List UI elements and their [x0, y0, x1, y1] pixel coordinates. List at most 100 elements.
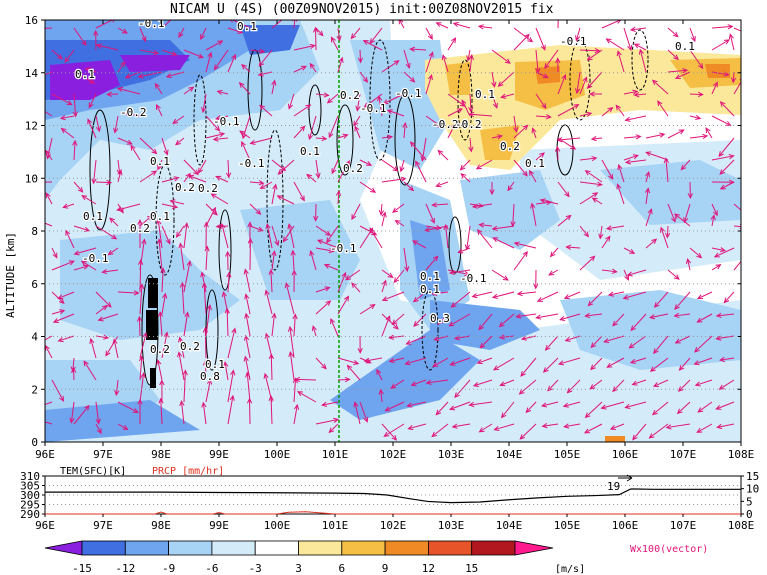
- wind-vector: [415, 161, 427, 183]
- wind-vector-head: [197, 53, 204, 59]
- wind-vector: [293, 20, 296, 29]
- wind-vector: [557, 215, 572, 227]
- wind-vector-head: [491, 81, 497, 88]
- wind-vector: [87, 119, 97, 139]
- wind-vector: [315, 137, 327, 140]
- wind-vector: [513, 159, 528, 177]
- wind-vector-head: [335, 189, 342, 196]
- wind-vector: [308, 115, 317, 140]
- wind-vector-head: [237, 28, 244, 34]
- contour-line: [155, 164, 175, 276]
- wind-vector-head: [355, 105, 361, 112]
- wind-vector-head: [105, 350, 111, 357]
- wind-vector-head: [59, 395, 64, 402]
- wind-vector-head: [612, 386, 618, 393]
- wind-vector-head: [544, 63, 550, 69]
- wind-vector: [331, 37, 339, 51]
- wind-vector-head: [547, 385, 553, 392]
- wind-vector: [720, 101, 735, 117]
- wind-vector-head: [229, 394, 235, 401]
- wind-vector-head: [624, 274, 630, 281]
- wind-vector-head: [272, 183, 278, 190]
- contour-label: -0.1: [460, 272, 487, 285]
- wind-vector-head: [583, 428, 591, 434]
- wind-vector-head: [287, 223, 293, 230]
- wind-vector: [514, 242, 537, 249]
- contour-label: 0.2: [180, 340, 200, 353]
- wind-vector-head: [101, 268, 108, 275]
- wind-vector-head: [328, 427, 335, 434]
- wind-vector: [400, 159, 405, 172]
- wind-vector-head: [398, 20, 404, 25]
- wind-vector: [81, 260, 97, 271]
- wind-vector: [117, 27, 128, 34]
- wind-vector: [579, 49, 600, 52]
- wind-vector: [315, 159, 320, 178]
- colorbar-box: [384, 540, 429, 556]
- wind-vector: [158, 239, 163, 271]
- wind-vector: [646, 151, 669, 161]
- wind-vector: [395, 220, 405, 227]
- wind-vector: [493, 237, 515, 249]
- main-panel: -0.10.1-0.20.1-0.10.2-0.10.1-0.20.1-0.1 0…: [45, 20, 741, 442]
- x-tick-label: 100E: [264, 448, 291, 461]
- wind-vector-head: [498, 321, 505, 328]
- wind-vector-head: [70, 366, 76, 373]
- wind-vector: [217, 90, 229, 95]
- wind-vector-head: [156, 103, 161, 110]
- wind-vector-head: [394, 219, 401, 226]
- wind-vector-head: [476, 228, 483, 235]
- wind-vector-head: [238, 82, 245, 88]
- wind-vector: [381, 159, 398, 172]
- wind-vector: [200, 27, 207, 40]
- wind-vector-head: [313, 215, 319, 222]
- wind-vector-head: [412, 240, 419, 246]
- wind-vector-head: [404, 266, 410, 273]
- wind-vector-head: [539, 152, 545, 158]
- wind-vector-head: [649, 366, 656, 372]
- wind-vector-head: [431, 431, 438, 438]
- wind-vector-head: [72, 111, 78, 118]
- wind-vector: [469, 93, 472, 112]
- wind-vector: [198, 159, 207, 173]
- wind-vector-head: [713, 81, 718, 88]
- vector-label: Wx100(vector): [630, 544, 708, 555]
- wind-vector: [139, 260, 142, 293]
- wind-vector-head: [362, 40, 369, 45]
- wind-vector-head: [592, 192, 599, 198]
- wind-vector-head: [405, 339, 412, 345]
- wind-vector-head: [702, 133, 709, 140]
- wind-vector-head: [57, 54, 63, 60]
- wind-vector: [248, 398, 251, 425]
- wind-vector: [433, 357, 449, 367]
- wind-vector-head: [117, 169, 123, 176]
- wind-vector: [557, 20, 559, 29]
- wind-vector: [213, 137, 229, 141]
- wind-vector-head: [719, 184, 726, 190]
- wind-vector-head: [563, 423, 570, 429]
- wind-vector: [535, 93, 547, 109]
- wind-vector: [139, 27, 147, 42]
- wind-vector: [156, 104, 163, 117]
- wind-vector-head: [696, 294, 703, 300]
- wind-vector-head: [673, 312, 680, 319]
- wind-vector-head: [223, 361, 229, 368]
- bottom-x-label: 108E: [728, 519, 755, 532]
- bottom-x-label: 99E: [209, 519, 229, 532]
- wind-vector-head: [89, 78, 96, 84]
- wind-vector-head: [249, 139, 256, 145]
- wind-vector: [425, 255, 439, 271]
- wind-vector: [231, 20, 251, 29]
- wind-vector: [623, 154, 639, 161]
- wind-vector: [183, 49, 204, 59]
- wind-vector: [556, 146, 559, 161]
- wind-vector: [337, 357, 359, 365]
- wind-vector: [674, 291, 691, 310]
- wind-vector-head: [479, 342, 486, 349]
- wind-vector-head: [151, 170, 158, 176]
- wind-vector: [535, 27, 546, 50]
- wind-vector-head: [357, 348, 363, 354]
- wind-vector-head: [378, 209, 385, 216]
- wind-vector: [492, 291, 515, 298]
- wind-vector-head: [633, 92, 640, 98]
